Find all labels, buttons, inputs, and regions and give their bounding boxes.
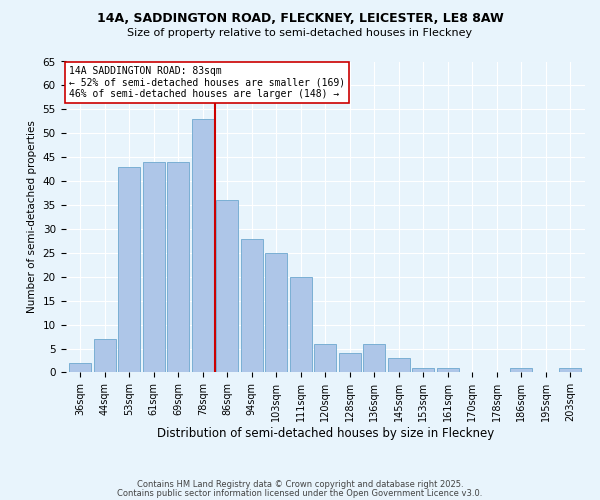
Bar bbox=[437, 368, 459, 372]
Bar bbox=[216, 200, 238, 372]
Text: 14A, SADDINGTON ROAD, FLECKNEY, LEICESTER, LE8 8AW: 14A, SADDINGTON ROAD, FLECKNEY, LEICESTE… bbox=[97, 12, 503, 26]
Bar bbox=[143, 162, 165, 372]
Bar bbox=[339, 354, 361, 372]
Bar bbox=[412, 368, 434, 372]
Bar bbox=[69, 363, 91, 372]
Bar bbox=[388, 358, 410, 372]
Bar bbox=[265, 253, 287, 372]
Bar bbox=[314, 344, 336, 372]
Text: Contains public sector information licensed under the Open Government Licence v3: Contains public sector information licen… bbox=[118, 488, 482, 498]
Bar bbox=[290, 277, 312, 372]
X-axis label: Distribution of semi-detached houses by size in Fleckney: Distribution of semi-detached houses by … bbox=[157, 427, 494, 440]
Text: 14A SADDINGTON ROAD: 83sqm
← 52% of semi-detached houses are smaller (169)
46% o: 14A SADDINGTON ROAD: 83sqm ← 52% of semi… bbox=[69, 66, 346, 100]
Text: Size of property relative to semi-detached houses in Fleckney: Size of property relative to semi-detach… bbox=[127, 28, 473, 38]
Y-axis label: Number of semi-detached properties: Number of semi-detached properties bbox=[27, 120, 37, 314]
Bar bbox=[118, 167, 140, 372]
Bar bbox=[559, 368, 581, 372]
Bar bbox=[192, 119, 214, 372]
Bar bbox=[94, 339, 116, 372]
Bar bbox=[167, 162, 189, 372]
Bar bbox=[241, 238, 263, 372]
Text: Contains HM Land Registry data © Crown copyright and database right 2025.: Contains HM Land Registry data © Crown c… bbox=[137, 480, 463, 489]
Bar bbox=[510, 368, 532, 372]
Bar bbox=[363, 344, 385, 372]
